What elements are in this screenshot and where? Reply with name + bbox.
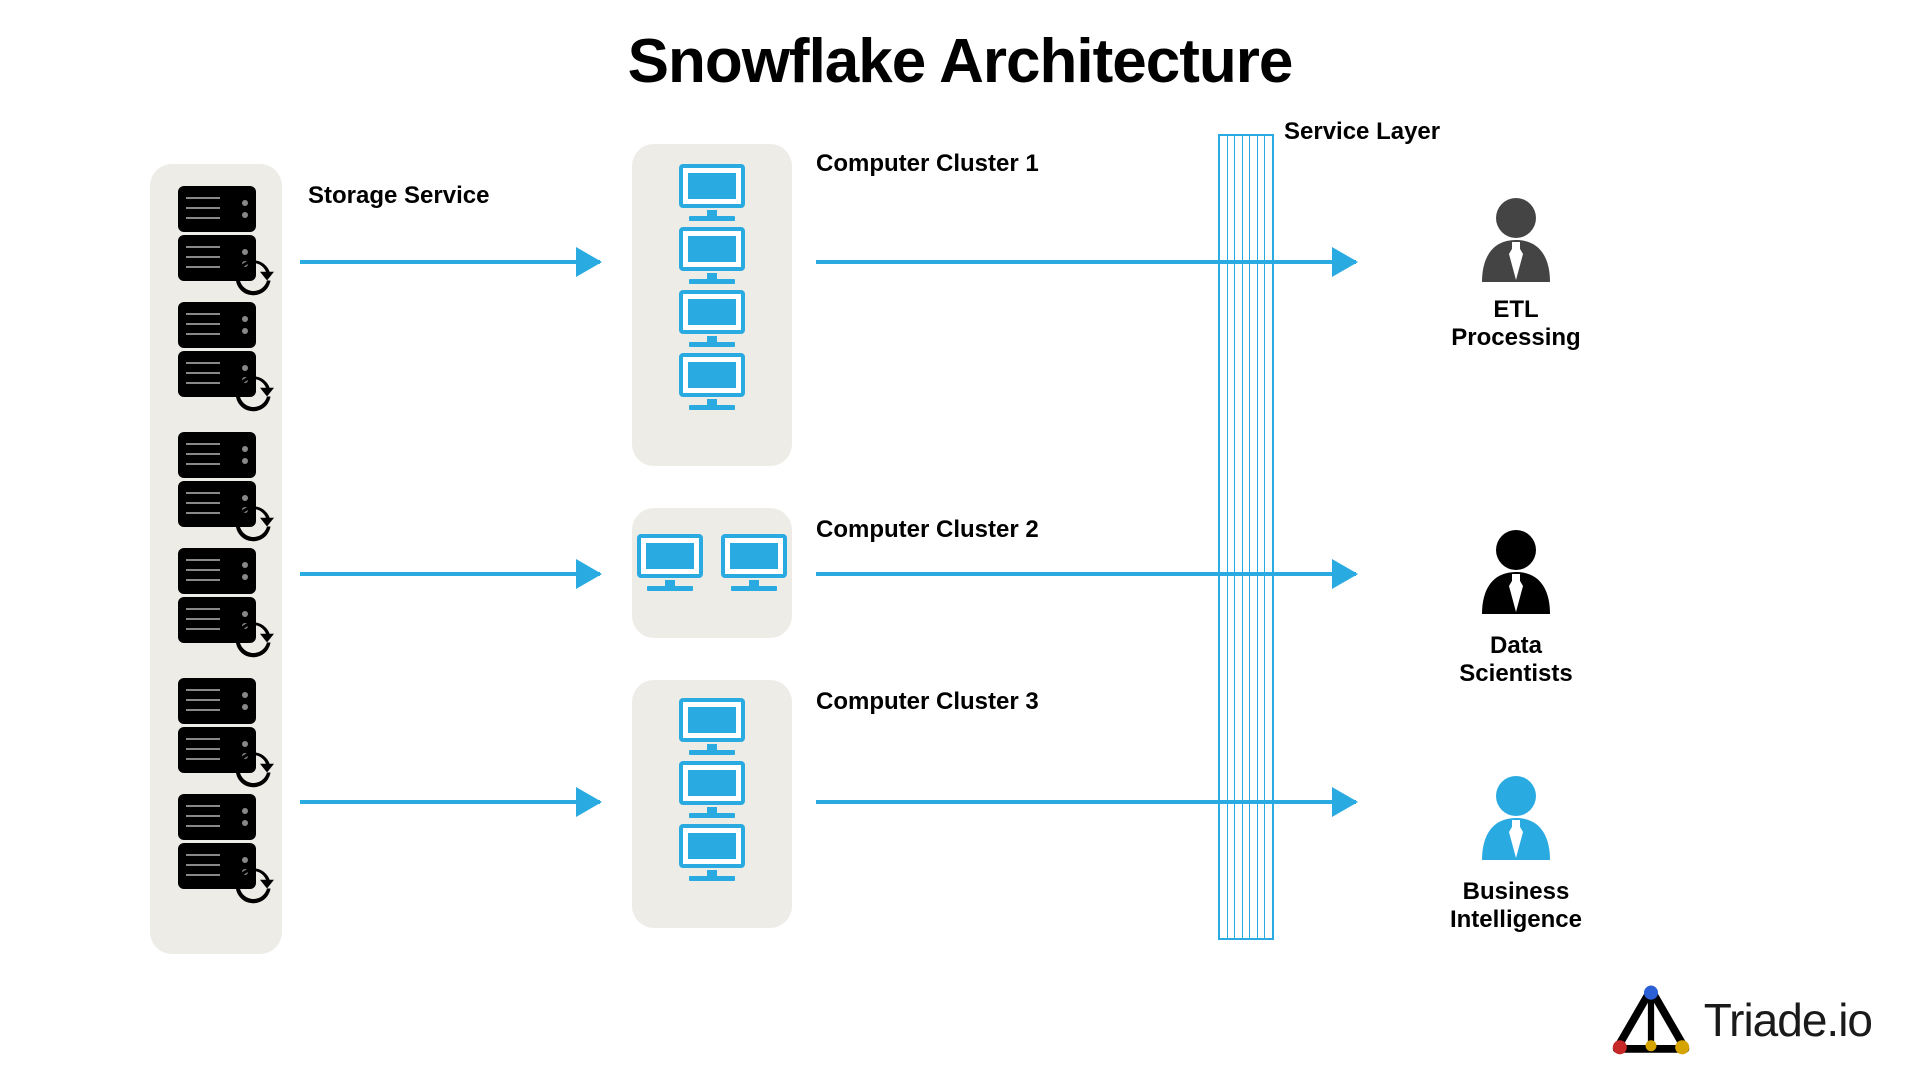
logo-text: Triade.io: [1704, 993, 1872, 1047]
monitor-icon: [637, 534, 703, 591]
persona-etl: [1456, 192, 1576, 292]
server-icon: [178, 432, 256, 530]
server-icon: [178, 186, 256, 284]
sync-icon: [232, 618, 274, 660]
arrow-storage-c1: [300, 260, 600, 264]
person-icon: [1461, 770, 1571, 870]
storage-label: Storage Service: [308, 182, 489, 210]
server-icon: [178, 548, 256, 646]
bi-label: Business Intelligence: [1406, 878, 1626, 933]
sync-icon: [232, 748, 274, 790]
logo: Triade.io: [1612, 984, 1872, 1056]
person-icon: [1461, 524, 1571, 624]
monitor-icon: [679, 164, 745, 221]
arrow-storage-c3: [300, 800, 600, 804]
sync-icon: [232, 502, 274, 544]
person-icon: [1461, 192, 1571, 292]
arrow-storage-c2: [300, 572, 600, 576]
cluster3-label: Computer Cluster 3: [816, 688, 1039, 716]
cluster3-panel: [632, 680, 792, 928]
cluster1-label: Computer Cluster 1: [816, 150, 1039, 178]
cluster2-label: Computer Cluster 2: [816, 516, 1039, 544]
etl-label: ETL Processing: [1406, 296, 1626, 351]
monitor-icon: [679, 227, 745, 284]
monitor-icon: [679, 698, 745, 755]
cluster2-panel: [632, 508, 792, 638]
service-layer-label: Service Layer: [1284, 118, 1440, 146]
service-layer-bar: [1218, 134, 1274, 940]
logo-icon: [1612, 984, 1690, 1056]
ds-label: Data Scientists: [1406, 632, 1626, 687]
cluster1-panel: [632, 144, 792, 466]
diagram-title: Snowflake Architecture: [0, 26, 1920, 97]
server-icon: [178, 794, 256, 892]
monitor-icon: [679, 761, 745, 818]
persona-ds: [1456, 524, 1576, 624]
arrow-c3-bi: [816, 800, 1356, 804]
sync-icon: [232, 372, 274, 414]
arrow-c1-etl: [816, 260, 1356, 264]
monitor-icon: [721, 534, 787, 591]
monitor-icon: [679, 824, 745, 881]
server-icon: [178, 302, 256, 400]
monitor-icon: [679, 290, 745, 347]
server-icon: [178, 678, 256, 776]
monitor-icon: [679, 353, 745, 410]
persona-bi: [1456, 770, 1576, 870]
sync-icon: [232, 256, 274, 298]
arrow-c2-ds: [816, 572, 1356, 576]
sync-icon: [232, 864, 274, 906]
